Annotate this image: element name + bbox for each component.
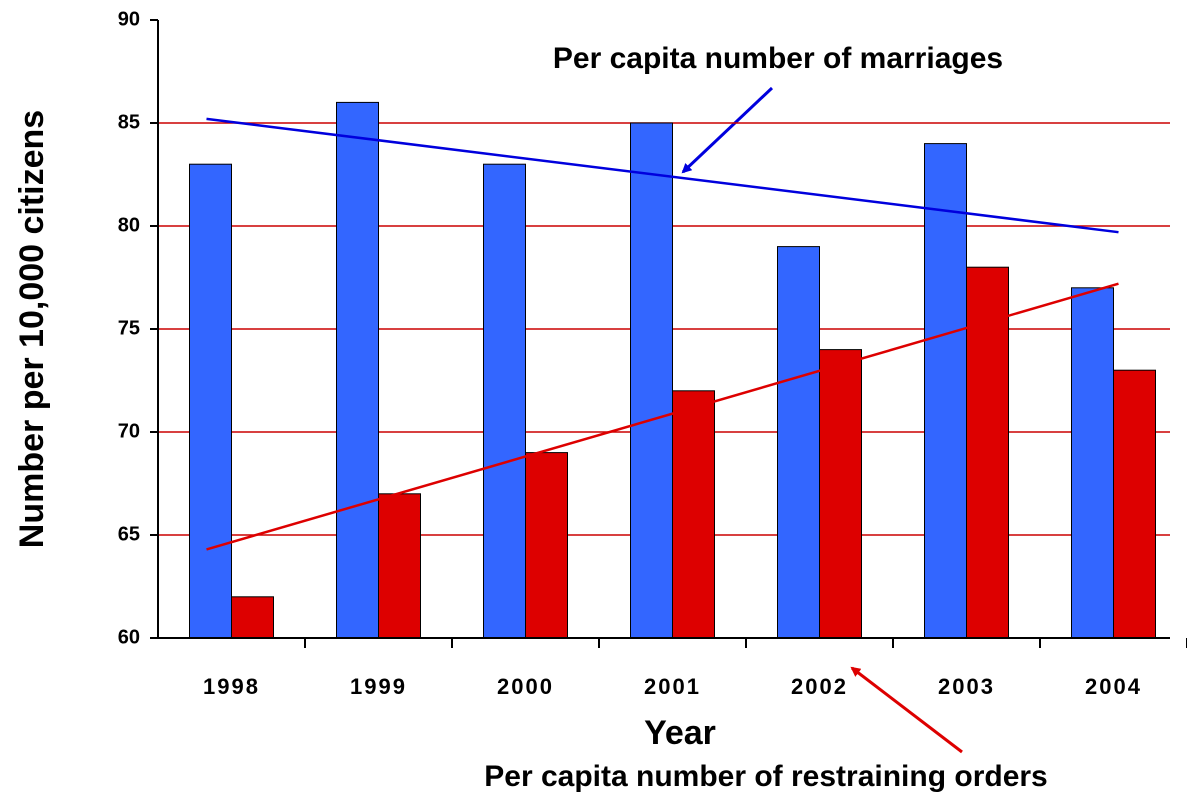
bar <box>924 143 967 639</box>
bar <box>966 266 1009 639</box>
x-axis-label: Year <box>644 714 716 752</box>
y-tick-label: 80 <box>118 214 140 236</box>
annotation-arrow <box>850 666 963 754</box>
bar <box>189 163 232 639</box>
bar <box>231 596 274 639</box>
bar <box>819 349 862 639</box>
trend-line <box>206 117 1119 234</box>
y-tick-label: 60 <box>118 626 140 648</box>
bar <box>777 246 820 639</box>
y-tick-label: 90 <box>118 8 140 30</box>
annotation: Per capita number of restraining orders <box>484 760 1047 793</box>
x-tick-label: 1998 <box>203 674 260 699</box>
x-tick-label: 2001 <box>644 674 701 699</box>
bar <box>336 101 379 639</box>
y-tick-label: 75 <box>118 317 140 339</box>
bar <box>672 390 715 639</box>
y-tick-label: 85 <box>118 111 140 133</box>
x-tick-label: 2000 <box>497 674 554 699</box>
x-tick-label: 2003 <box>938 674 995 699</box>
y-axis-label: Number per 10,000 citizens <box>13 110 51 548</box>
x-tick-label: 1999 <box>350 674 407 699</box>
bar <box>630 122 673 639</box>
annotation-arrow <box>681 86 774 174</box>
bar <box>1113 369 1156 639</box>
x-tick-label: 2002 <box>791 674 848 699</box>
bar <box>378 493 421 639</box>
bar <box>1071 287 1114 639</box>
x-tick-label: 2004 <box>1085 674 1142 699</box>
bar <box>525 452 568 639</box>
y-tick-label: 65 <box>118 523 140 545</box>
y-tick-label: 70 <box>118 420 140 442</box>
annotation: Per capita number of marriages <box>553 42 1003 75</box>
bar <box>483 163 526 639</box>
trend-line <box>206 282 1119 551</box>
